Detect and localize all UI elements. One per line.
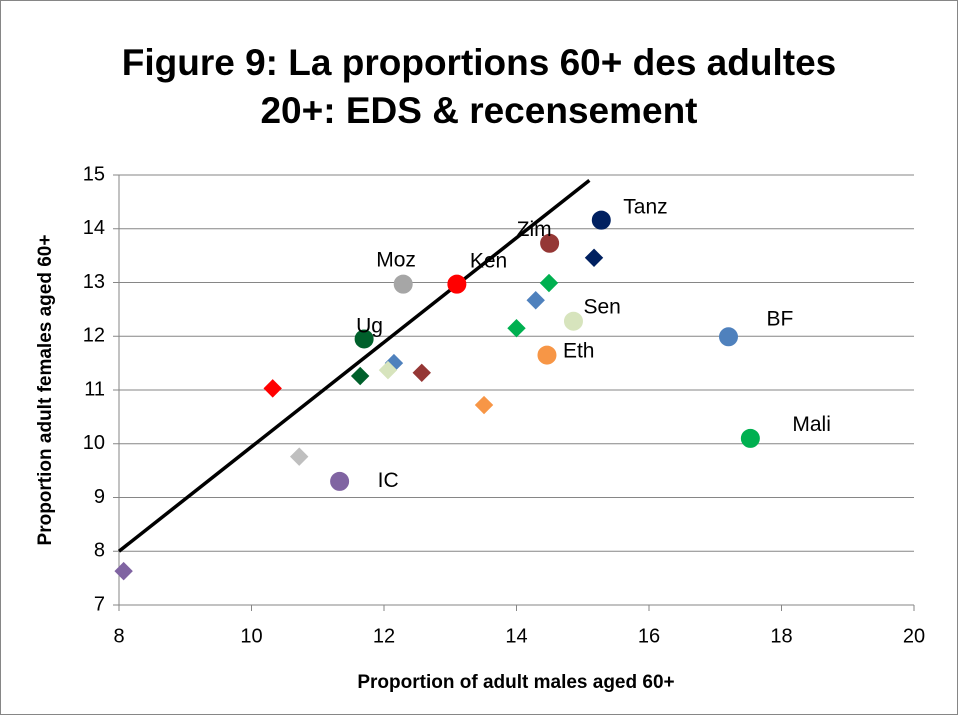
point [378,360,398,380]
x-tick-label: 14 [505,625,527,647]
point [354,329,374,349]
point [539,273,559,293]
y-tick-label: 13 [83,271,105,293]
point-label: Mali [792,413,831,436]
point-label: Eth [563,340,595,363]
x-tick-label: 18 [770,625,792,647]
point [330,471,350,491]
point-label: Moz [376,249,416,272]
y-tick-label: 8 [94,540,105,562]
point [740,428,760,448]
point [563,311,583,331]
point-label: IC [378,469,399,492]
x-tick-label: 16 [638,625,660,647]
point [114,561,133,581]
y-tick-label: 14 [83,217,105,239]
point [584,248,604,267]
point [263,379,282,398]
point [591,210,611,230]
point-label: BF [767,307,794,330]
point [447,274,467,294]
y-tick-label: 15 [83,163,105,185]
reference-line [117,179,591,553]
x-tick-label: 10 [240,625,262,647]
point [289,447,309,466]
point [537,345,557,365]
point [719,327,738,347]
point-label: Sen [583,296,620,319]
point [412,363,431,383]
y-tick-label: 9 [94,486,105,508]
point [393,274,413,294]
point [540,233,560,253]
point [507,318,526,338]
y-tick-label: 10 [83,432,105,454]
point [526,291,545,310]
chart-title: 20+: EDS & recensement [260,90,697,131]
y-tick-label: 11 [84,378,105,400]
point-label: Ug [356,314,383,337]
point-label: Ken [470,250,507,273]
y-tick-label: 12 [83,325,105,347]
point [474,395,494,415]
point-label: Tanz [623,196,667,219]
x-axis-title: Proportion of adult males aged 60+ [357,672,674,693]
y-axis-title: Proportion adult females aged 60+ [35,235,56,546]
x-tick-label: 12 [373,625,395,647]
x-tick-label: 8 [113,625,124,647]
point-label: Zim [517,218,552,241]
y-tick-label: 7 [94,593,105,615]
chart-title: Figure 9: La proportions 60+ des adultes [122,42,836,83]
point [350,366,370,386]
x-tick-label: 20 [903,625,925,647]
